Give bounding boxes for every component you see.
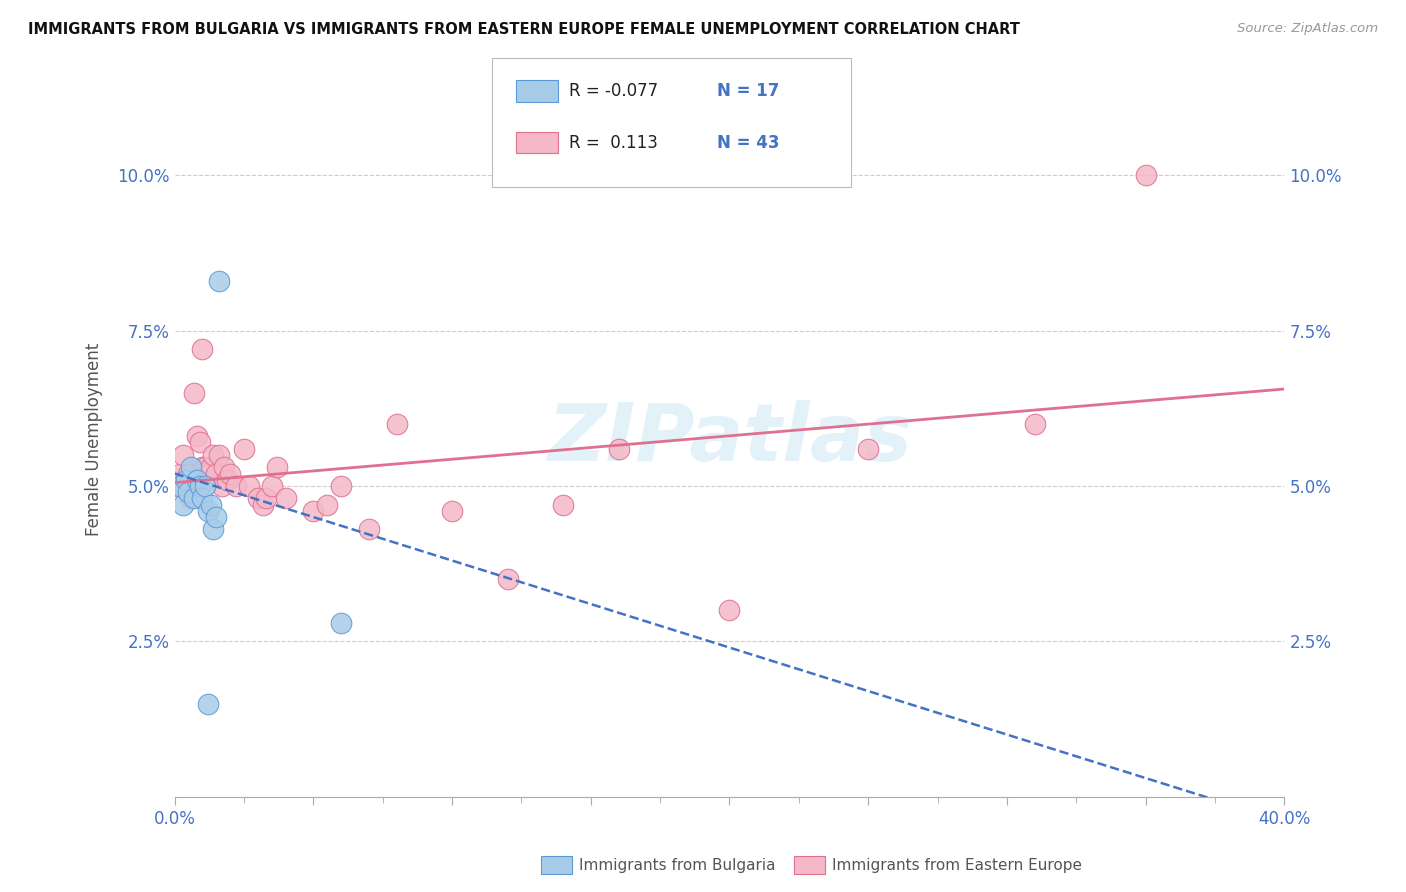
Point xyxy=(208,274,231,288)
Point xyxy=(180,460,202,475)
Point xyxy=(194,479,217,493)
Text: N = 17: N = 17 xyxy=(717,82,779,100)
Text: R = -0.077: R = -0.077 xyxy=(569,82,658,100)
Point xyxy=(186,429,208,443)
Point xyxy=(551,498,574,512)
Point xyxy=(166,479,188,493)
Point xyxy=(174,473,197,487)
Point xyxy=(191,460,214,475)
Point xyxy=(232,442,254,456)
Text: ZIPatlas: ZIPatlas xyxy=(547,401,912,478)
Point xyxy=(205,510,228,524)
Point xyxy=(217,473,239,487)
Point xyxy=(169,467,191,481)
Text: R =  0.113: R = 0.113 xyxy=(569,134,658,152)
Point xyxy=(330,479,353,493)
Y-axis label: Female Unemployment: Female Unemployment xyxy=(86,343,103,536)
Point xyxy=(177,467,200,481)
Point xyxy=(183,491,205,506)
Point xyxy=(202,523,225,537)
Point xyxy=(188,435,211,450)
Point xyxy=(266,460,288,475)
Point xyxy=(858,442,880,456)
Point xyxy=(186,473,208,487)
Point xyxy=(330,615,353,630)
Point xyxy=(225,479,247,493)
Point xyxy=(191,491,214,506)
Point xyxy=(172,498,194,512)
Point xyxy=(183,385,205,400)
Point xyxy=(200,460,222,475)
Point xyxy=(197,467,219,481)
Text: Immigrants from Eastern Europe: Immigrants from Eastern Europe xyxy=(832,858,1083,872)
Point xyxy=(219,467,242,481)
Point xyxy=(177,485,200,500)
Point xyxy=(191,342,214,356)
Point xyxy=(274,491,297,506)
Point xyxy=(200,498,222,512)
Point xyxy=(197,504,219,518)
Point xyxy=(194,460,217,475)
Point xyxy=(180,491,202,506)
Point xyxy=(205,467,228,481)
Point xyxy=(208,448,231,462)
Point xyxy=(252,498,274,512)
Point xyxy=(302,504,325,518)
Point xyxy=(357,523,380,537)
Point xyxy=(211,479,233,493)
Point xyxy=(197,697,219,711)
Point xyxy=(172,448,194,462)
Text: IMMIGRANTS FROM BULGARIA VS IMMIGRANTS FROM EASTERN EUROPE FEMALE UNEMPLOYMENT C: IMMIGRANTS FROM BULGARIA VS IMMIGRANTS F… xyxy=(28,22,1019,37)
Point xyxy=(238,479,260,493)
Text: N = 43: N = 43 xyxy=(717,134,779,152)
Text: Source: ZipAtlas.com: Source: ZipAtlas.com xyxy=(1237,22,1378,36)
Point xyxy=(246,491,269,506)
Point xyxy=(214,460,236,475)
Point xyxy=(1135,168,1157,182)
Point xyxy=(254,491,277,506)
Text: Immigrants from Bulgaria: Immigrants from Bulgaria xyxy=(579,858,776,872)
Point xyxy=(202,448,225,462)
Point xyxy=(316,498,339,512)
Point xyxy=(496,572,519,586)
Point xyxy=(260,479,283,493)
Point xyxy=(1024,417,1046,431)
Point xyxy=(385,417,408,431)
Point xyxy=(169,479,191,493)
Point xyxy=(718,603,741,617)
Point xyxy=(188,479,211,493)
Point xyxy=(440,504,463,518)
Point xyxy=(174,473,197,487)
Point xyxy=(607,442,630,456)
